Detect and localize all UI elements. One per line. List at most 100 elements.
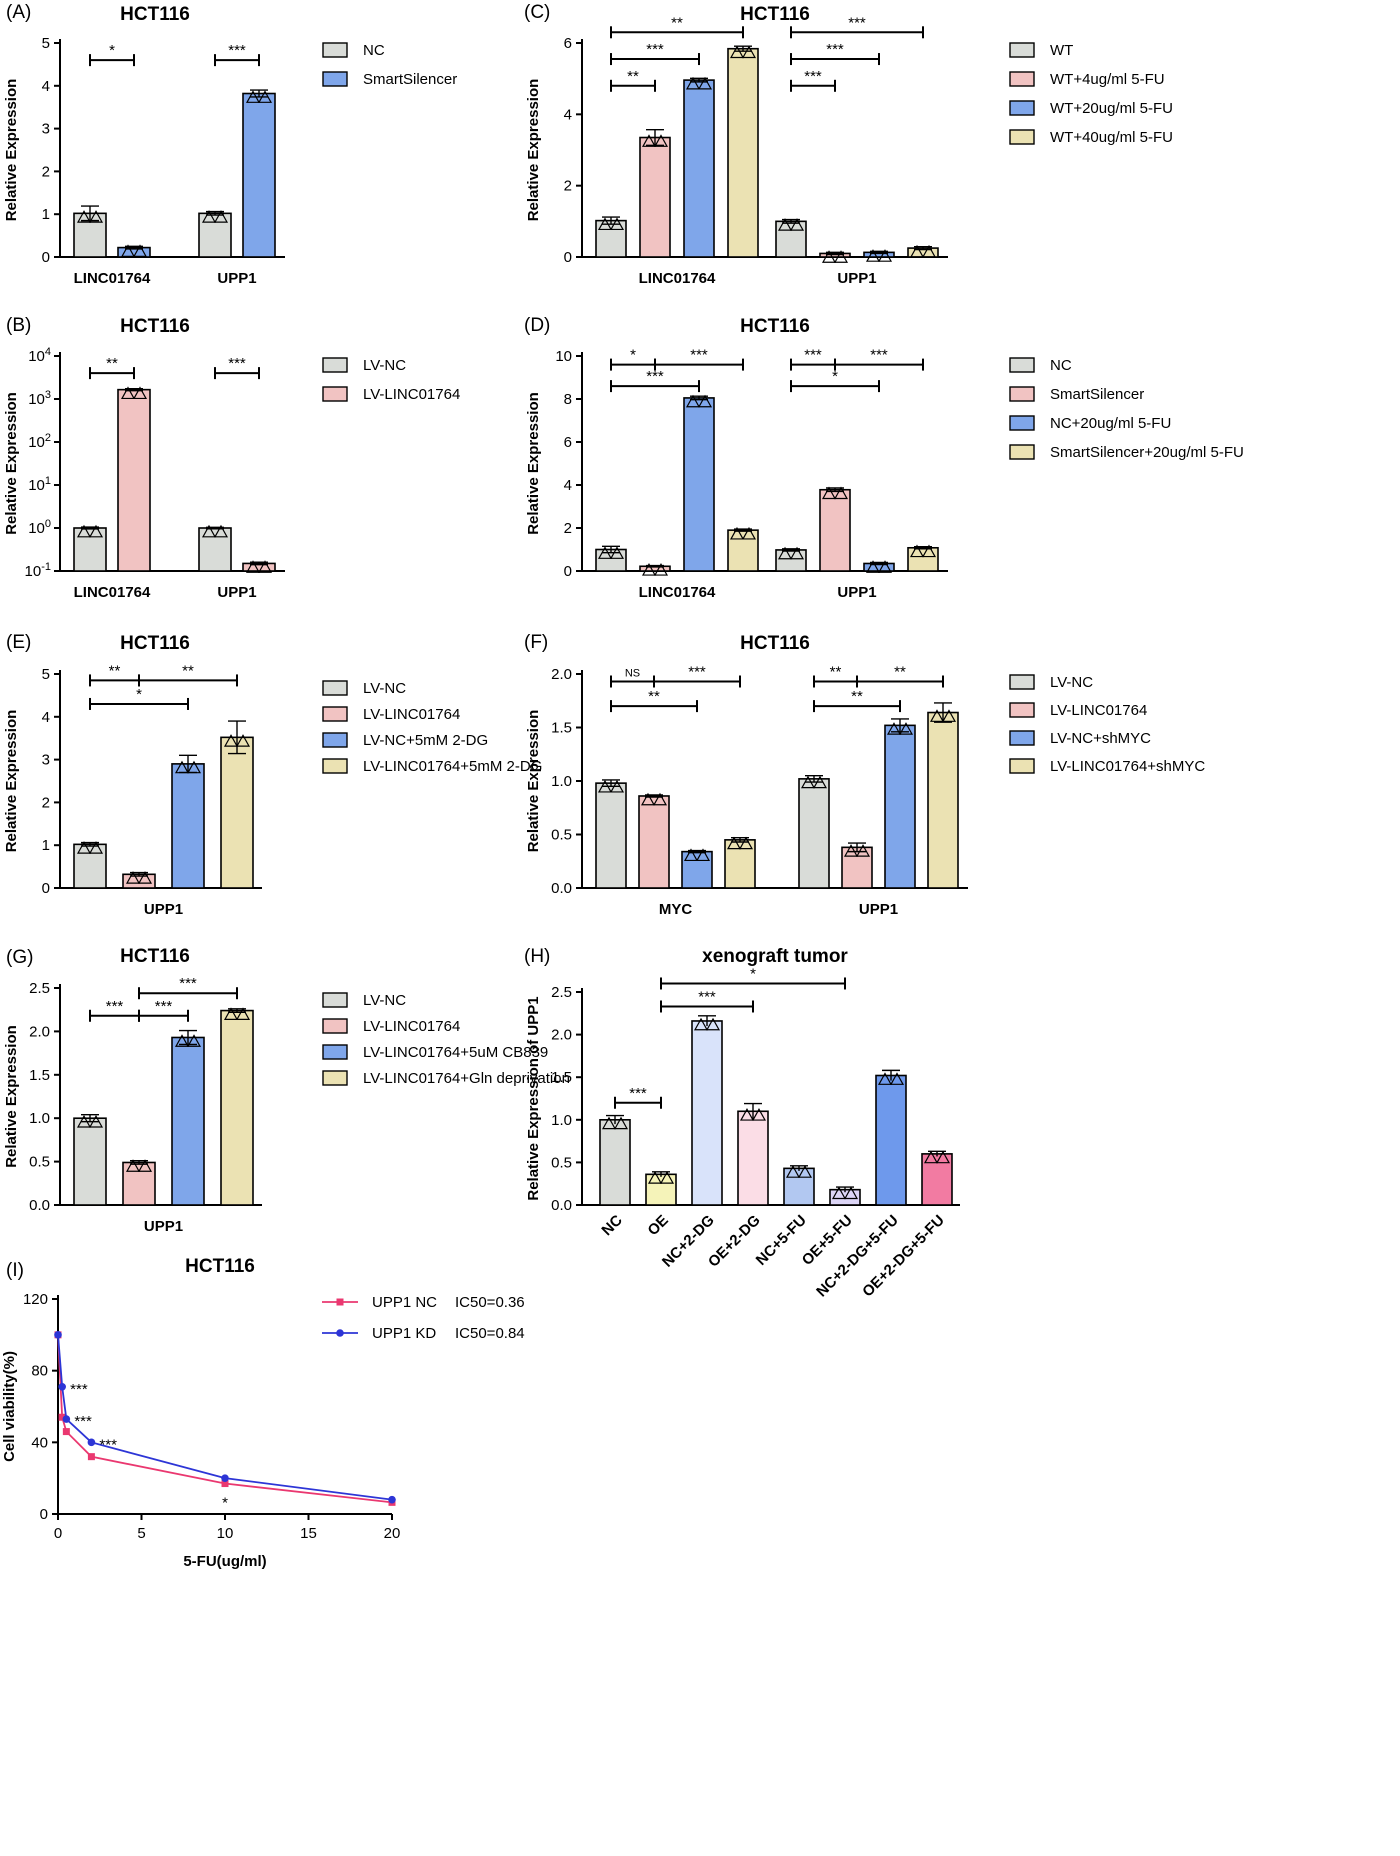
- y-tick-label: 2.0: [551, 666, 572, 683]
- category-label: UPP1: [859, 901, 898, 918]
- category-label: UPP1: [144, 1218, 183, 1235]
- replicate-point: [245, 560, 261, 573]
- significance-label: ***: [804, 347, 822, 364]
- y-tick-label: 2.0: [551, 1027, 572, 1044]
- legend-label: UPP1 NC: [372, 1294, 437, 1311]
- significance-label: ***: [99, 1436, 117, 1453]
- significance-label: *: [832, 368, 838, 385]
- significance-label: ***: [228, 42, 246, 59]
- legend-swatch: [322, 386, 348, 402]
- replicate-point: [120, 386, 136, 400]
- legend-swatch: [1009, 674, 1035, 690]
- replicate-point: [800, 775, 816, 789]
- replicate-point: [609, 546, 625, 559]
- legend-swatch: [1009, 357, 1035, 373]
- replicate-point: [833, 250, 849, 263]
- significance-label: ***: [646, 41, 664, 58]
- y-tick-label: 10: [555, 348, 572, 365]
- significance-label: ***: [646, 368, 664, 385]
- replicate-point: [855, 844, 871, 857]
- replicate-point: [821, 486, 837, 500]
- legend-swatch: [1009, 71, 1035, 87]
- replicate-point: [738, 836, 754, 850]
- bar: [599, 1119, 631, 1206]
- bar: [595, 782, 627, 889]
- data-point: [388, 1495, 396, 1504]
- panel-label: (B): [6, 315, 31, 336]
- category-label: NC+2-DG+5-FU: [813, 1212, 902, 1301]
- panel-label: (C): [524, 2, 550, 23]
- replicate-point: [201, 524, 217, 538]
- bar: [927, 711, 959, 889]
- replicate-point: [877, 249, 893, 262]
- panel-label: (H): [524, 946, 550, 967]
- replicate-point: [877, 1072, 893, 1085]
- replicate-point: [921, 244, 937, 258]
- significance-label: ***: [74, 1413, 92, 1430]
- bar: [73, 1117, 107, 1206]
- bar: [242, 92, 276, 258]
- replicate-point: [683, 848, 699, 862]
- legend-swatch: [1009, 42, 1035, 58]
- significance-label: ***: [698, 988, 716, 1005]
- chart-title: xenograft tumor: [702, 946, 848, 967]
- replicate-point: [833, 486, 849, 500]
- replicate-point: [132, 386, 148, 400]
- significance-label: *: [109, 42, 115, 59]
- significance-label: ***: [688, 663, 706, 680]
- series-line: [57, 1334, 393, 1501]
- category-label: UPP1: [217, 584, 256, 601]
- replicate-point: [223, 1007, 239, 1020]
- panel-label: (E): [6, 632, 31, 653]
- significance-label: **: [830, 663, 842, 680]
- category-label: OE: [644, 1212, 671, 1239]
- replicate-point: [831, 1186, 847, 1200]
- replicate-point: [88, 841, 104, 854]
- x-tick-label: 5: [137, 1525, 145, 1542]
- chart-title: HCT116: [740, 633, 810, 654]
- legend-label: WT+20ug/ml 5-FU: [1050, 100, 1173, 117]
- legend-ic50: IC50=0.84: [455, 1325, 525, 1342]
- replicate-point: [941, 709, 957, 722]
- significance-label: ***: [870, 347, 888, 364]
- legend-swatch: [322, 357, 348, 373]
- replicate-point: [865, 249, 881, 262]
- replicate-point: [125, 871, 141, 884]
- legend-swatch: [322, 71, 348, 87]
- category-label: OE+2-DG+5-FU: [859, 1212, 948, 1301]
- significance-label: ***: [228, 355, 246, 372]
- data-point: [221, 1480, 229, 1488]
- data-point: [58, 1382, 66, 1391]
- legend-label: LV-NC: [363, 992, 406, 1009]
- data-point: [87, 1438, 96, 1447]
- replicate-point: [751, 1108, 767, 1121]
- panel-F: (F) HCT116 0.0 0.5 1.0 1.5 2.0 Relative Express…: [524, 632, 1205, 918]
- replicate-point: [693, 1017, 709, 1031]
- significance-label: **: [106, 355, 118, 372]
- category-label: UPP1: [144, 901, 183, 918]
- bar: [737, 1110, 769, 1206]
- bar: [638, 795, 670, 889]
- y-tick-label: 4: [564, 106, 572, 123]
- y-tick-label: 1.0: [551, 773, 572, 790]
- replicate-point: [647, 1171, 663, 1184]
- significance-label: **: [894, 663, 906, 680]
- legend-label: LV-LINC01764: [363, 386, 460, 403]
- y-tick-label: 1: [42, 837, 50, 854]
- bar: [117, 388, 151, 572]
- significance-label: ***: [848, 14, 866, 31]
- y-axis-title: Cell viability(%): [1, 1351, 18, 1462]
- y-tick-label: 1.5: [551, 1069, 572, 1086]
- bar: [798, 778, 830, 889]
- replicate-point: [797, 1165, 813, 1178]
- legend-label: SmartSilencer: [1050, 386, 1144, 403]
- replicate-point: [697, 394, 713, 408]
- legend-swatch: [322, 758, 348, 774]
- significance-label: **: [851, 688, 863, 705]
- legend-swatch: [1009, 730, 1035, 746]
- y-axis-title: Relative Expression of UPP1: [525, 996, 542, 1200]
- y-axis-title: Relative Expression: [3, 79, 20, 222]
- legend-swatch: [322, 992, 348, 1008]
- significance-label: ***: [690, 347, 708, 364]
